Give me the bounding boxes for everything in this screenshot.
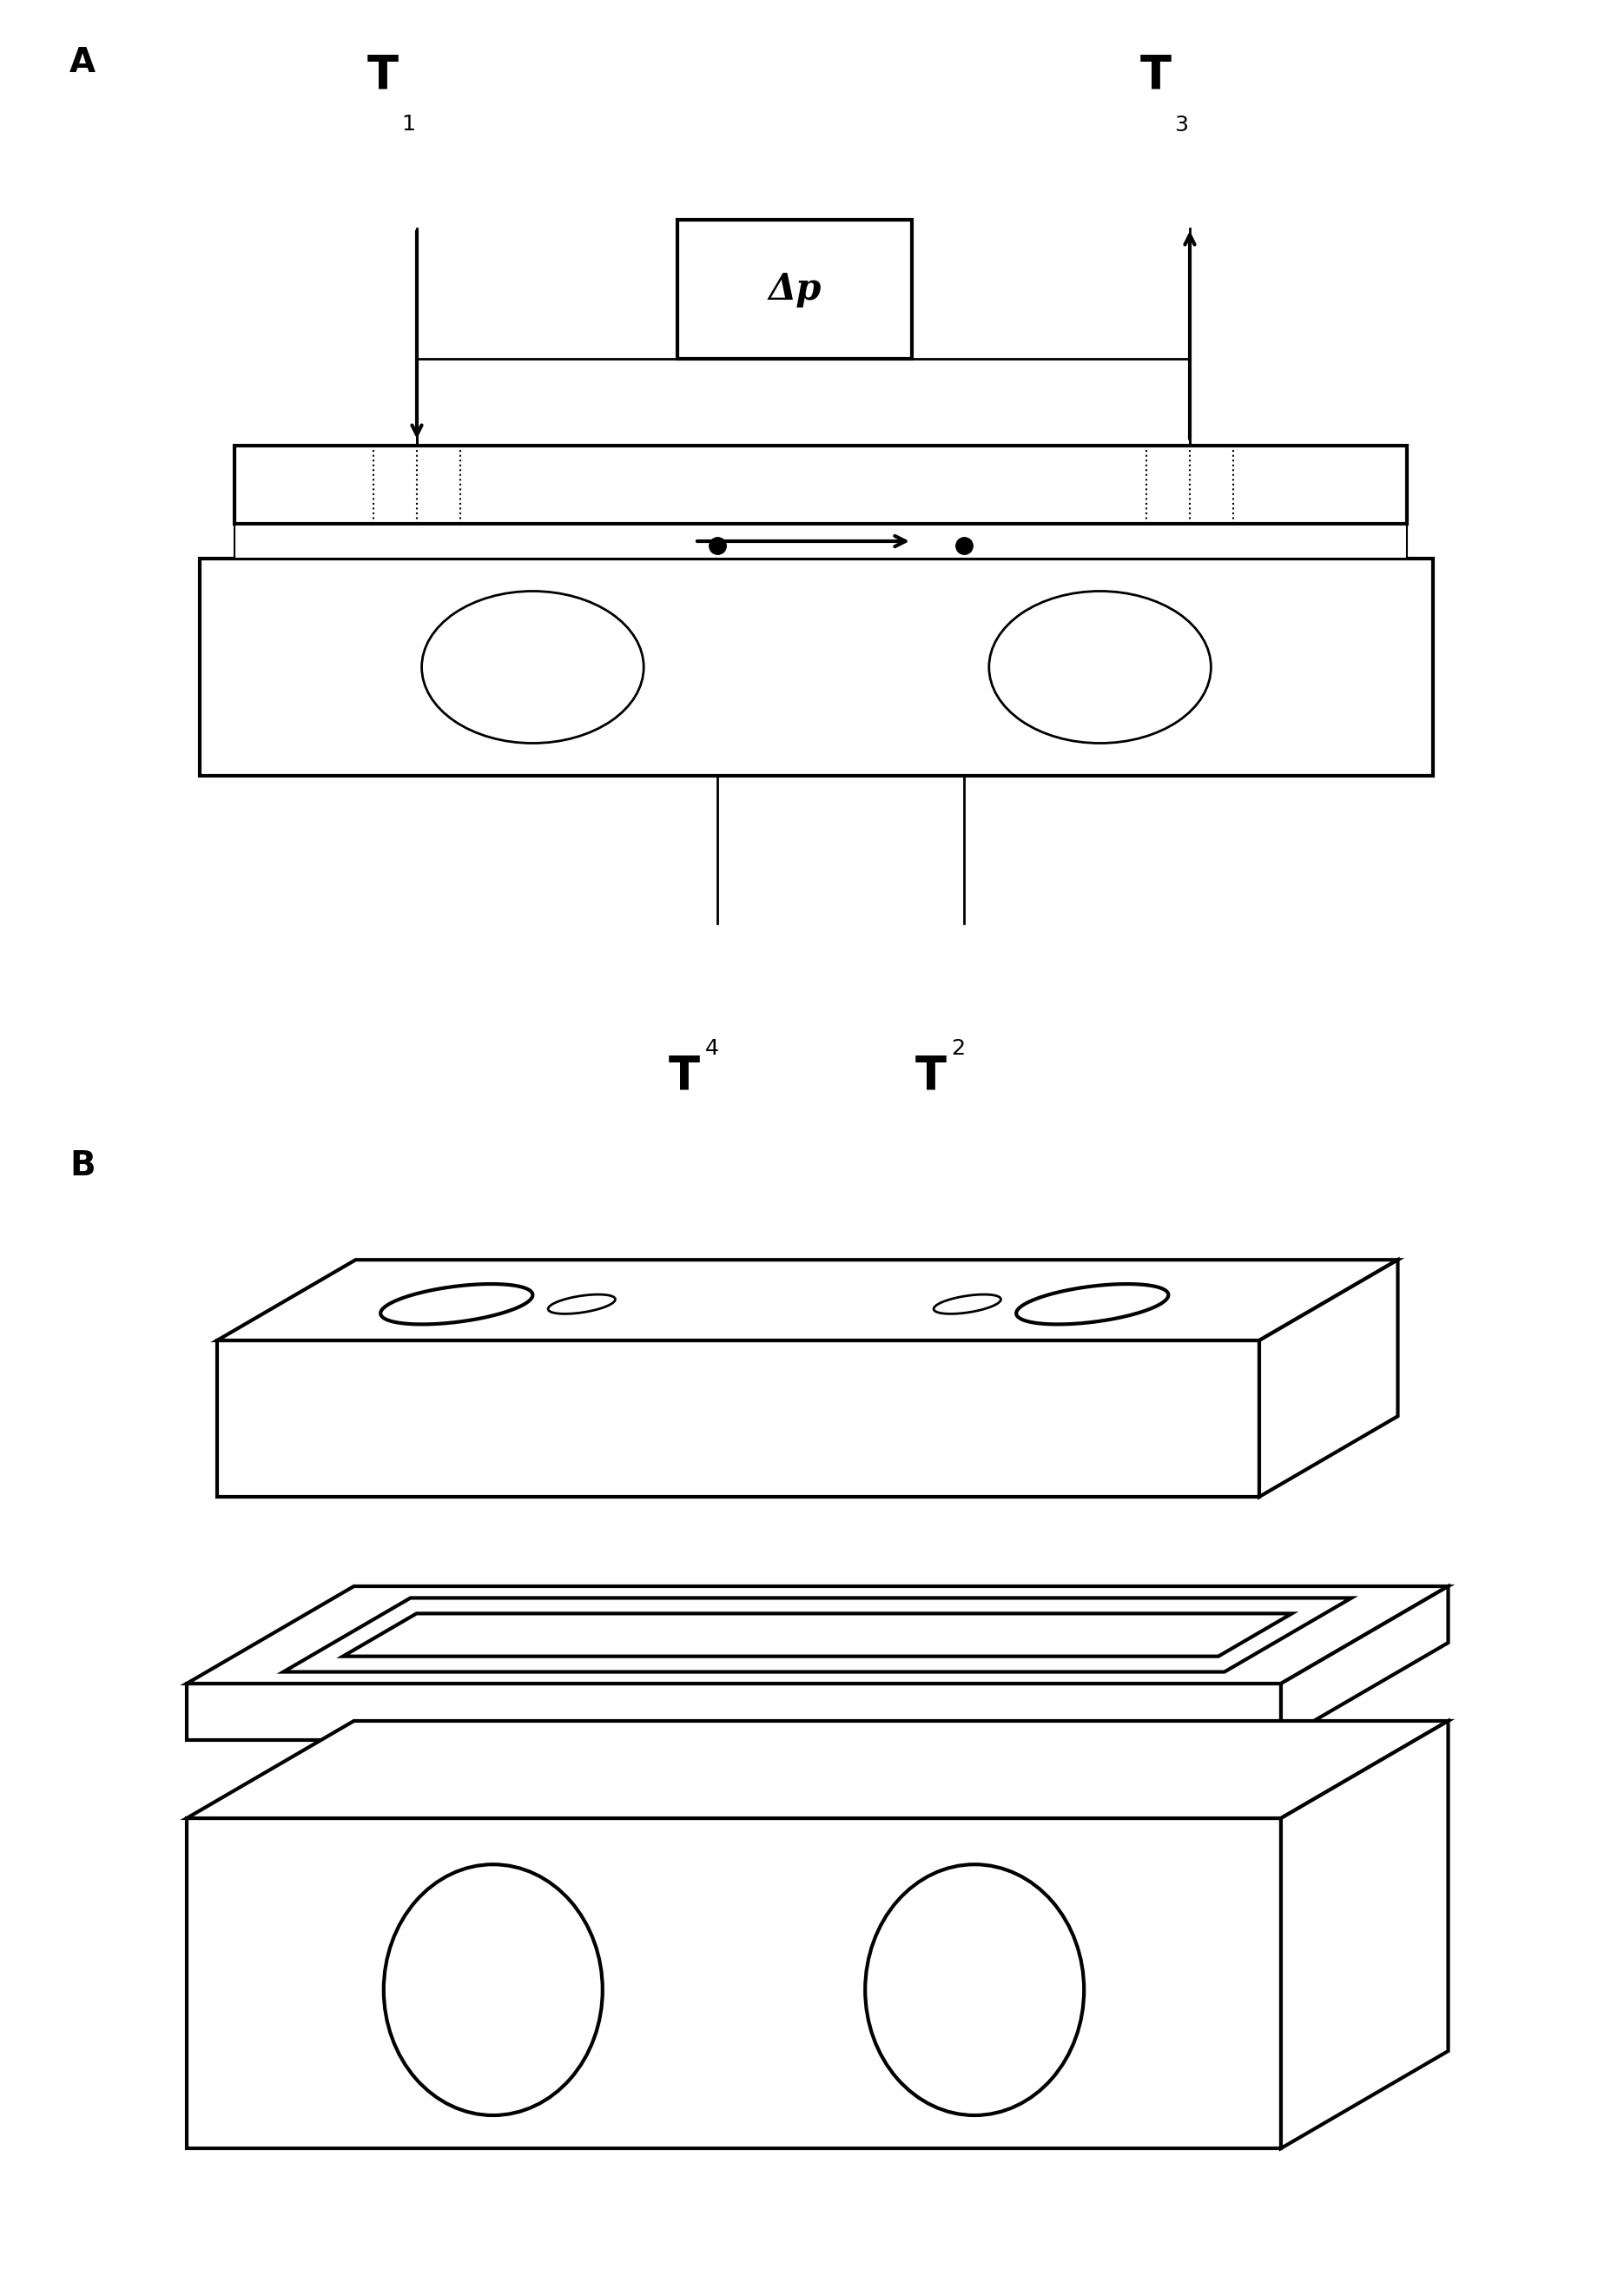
Bar	[200, 558, 1432, 776]
Ellipse shape	[422, 590, 644, 744]
Text: $\mathbf{T}$: $\mathbf{T}$	[913, 1054, 947, 1100]
Polygon shape	[187, 1683, 1281, 1740]
Bar	[235, 523, 1406, 558]
Polygon shape	[1281, 1587, 1448, 1740]
Polygon shape	[548, 1295, 615, 1313]
Bar	[677, 220, 912, 358]
Bar	[235, 445, 1406, 523]
Text: $_4$: $_4$	[704, 1029, 720, 1056]
Ellipse shape	[865, 1864, 1084, 2115]
Text: B: B	[69, 1150, 95, 1182]
Polygon shape	[284, 1598, 1352, 1671]
Polygon shape	[217, 1341, 1260, 1497]
Text: $_1$: $_1$	[401, 103, 416, 133]
Polygon shape	[343, 1614, 1292, 1655]
Polygon shape	[934, 1295, 1000, 1313]
Polygon shape	[217, 1261, 1398, 1341]
Text: $\mathbf{T}$: $\mathbf{T}$	[667, 1054, 701, 1100]
Polygon shape	[187, 1818, 1281, 2149]
Text: $\mathbf{T}$: $\mathbf{T}$	[1139, 53, 1173, 99]
Ellipse shape	[383, 1864, 603, 2115]
Text: $_2$: $_2$	[952, 1029, 965, 1056]
Text: $_3$: $_3$	[1174, 103, 1189, 133]
Polygon shape	[380, 1283, 533, 1325]
Polygon shape	[1260, 1261, 1398, 1497]
Polygon shape	[187, 1587, 1448, 1683]
Polygon shape	[1281, 1722, 1448, 2149]
Text: Δp: Δp	[768, 271, 822, 308]
Polygon shape	[1017, 1283, 1168, 1325]
Polygon shape	[187, 1722, 1448, 1818]
Ellipse shape	[989, 590, 1211, 744]
Text: $\mathbf{T}$: $\mathbf{T}$	[367, 53, 400, 99]
Text: A: A	[69, 46, 95, 78]
